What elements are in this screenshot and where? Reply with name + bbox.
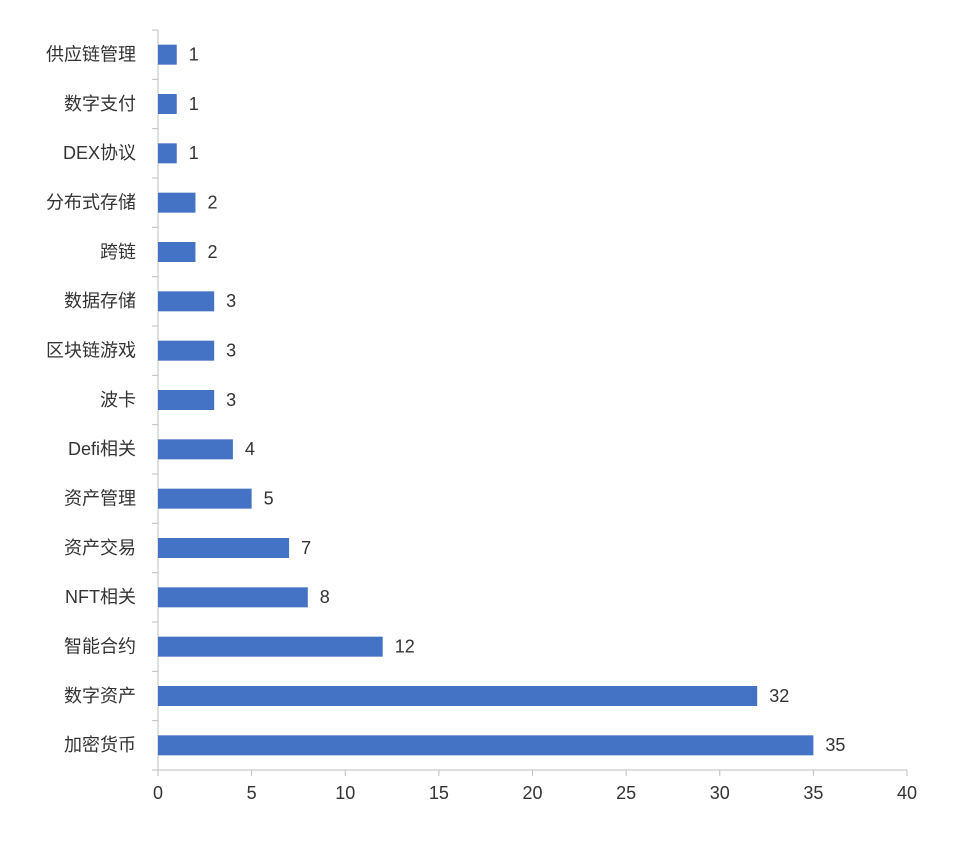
y-tick-label: NFT相关 xyxy=(65,587,136,607)
y-tick-label: 数字支付 xyxy=(64,94,136,114)
y-tick-label: 资产交易 xyxy=(64,538,136,558)
x-tick-label: 15 xyxy=(429,783,449,803)
bar xyxy=(158,242,196,262)
x-tick-label: 0 xyxy=(153,783,163,803)
y-tick-label: 跨链 xyxy=(100,242,136,262)
bar xyxy=(158,291,215,312)
data-label: 4 xyxy=(245,439,255,459)
y-tick-label: 区块链游戏 xyxy=(46,340,136,360)
x-tick-label: 20 xyxy=(522,783,542,803)
bar xyxy=(158,538,290,558)
data-label: 12 xyxy=(395,636,415,656)
bar xyxy=(158,636,383,657)
x-tick-label: 25 xyxy=(616,783,636,803)
bar xyxy=(158,192,196,213)
bar xyxy=(158,488,252,509)
data-label: 1 xyxy=(189,143,199,163)
x-tick-label: 35 xyxy=(803,783,823,803)
bar xyxy=(158,143,177,164)
y-tick-label: 加密货币 xyxy=(64,735,136,755)
y-tick-label: DEX协议 xyxy=(63,143,136,163)
y-tick-label: 数据存储 xyxy=(64,291,136,311)
y-tick-label: 资产管理 xyxy=(64,488,136,508)
data-label: 2 xyxy=(207,242,217,262)
data-label: 3 xyxy=(226,340,236,360)
data-label: 3 xyxy=(226,291,236,311)
data-label: 8 xyxy=(320,587,330,607)
bar xyxy=(158,94,177,114)
bar xyxy=(158,44,177,65)
x-tick-label: 10 xyxy=(335,783,355,803)
bar xyxy=(158,735,814,756)
bar xyxy=(158,587,308,608)
bar xyxy=(158,686,758,706)
y-tick-label: 供应链管理 xyxy=(46,44,136,64)
x-tick-label: 30 xyxy=(710,783,730,803)
bar xyxy=(158,390,215,410)
data-label: 3 xyxy=(226,390,236,410)
y-tick-label: 智能合约 xyxy=(64,636,136,656)
bar xyxy=(158,340,215,361)
data-label: 35 xyxy=(825,735,845,755)
data-label: 1 xyxy=(189,94,199,114)
data-label: 7 xyxy=(301,538,311,558)
y-tick-label: 分布式存储 xyxy=(46,192,136,212)
bar xyxy=(158,439,233,460)
data-label: 2 xyxy=(207,192,217,212)
y-tick-label: 波卡 xyxy=(100,390,136,410)
x-tick-label: 40 xyxy=(897,783,917,803)
data-label: 32 xyxy=(769,686,789,706)
y-tick-label: 数字资产 xyxy=(64,686,136,706)
x-tick-label: 5 xyxy=(247,783,257,803)
y-tick-label: Defi相关 xyxy=(68,439,136,459)
data-label: 1 xyxy=(189,44,199,64)
data-label: 5 xyxy=(264,488,274,508)
